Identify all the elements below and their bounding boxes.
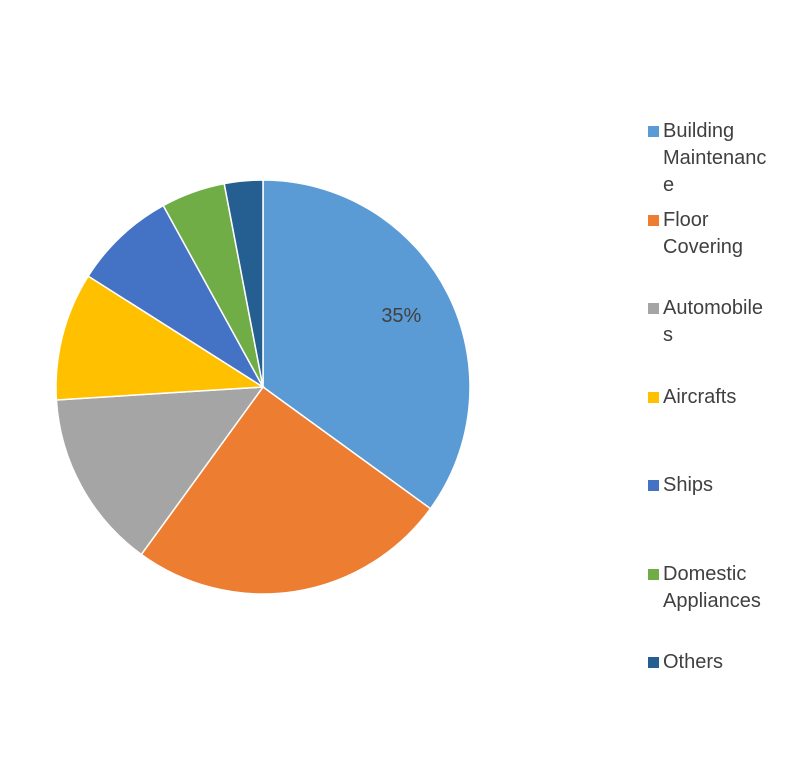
legend-item: Automobiles [648,295,770,349]
legend-item: Domestic Appliances [648,561,770,615]
legend-swatch [648,657,659,668]
pie-slice [140,385,432,595]
legend-item: Others [648,649,770,676]
legend-swatch [648,303,659,314]
pie-slice [87,204,264,388]
legend-item: Building Maintenance [648,118,770,199]
legend-item: Aircrafts [648,384,770,411]
pie-slice [223,179,264,388]
legend-swatch [648,126,659,137]
legend-label: Ships [663,474,714,496]
legend-label: Others [663,651,724,673]
legend-swatch [648,214,659,226]
legend-swatch [648,391,659,403]
legend-swatch [648,568,659,580]
legend-label: Domestic Appliances [663,562,761,612]
legend-label: Floor Covering [663,208,744,258]
legend-label: Automobiles [663,297,764,346]
pie-slice [55,386,265,556]
legend-label: Aircrafts [663,385,737,408]
pie-slice [262,179,471,510]
pie-slice [55,275,266,401]
data-label: 35% [381,305,421,327]
legend-label: Building Maintenance [663,120,767,196]
legend-item: Floor Covering [648,207,770,261]
legend-item: Ships [648,472,770,499]
legend-swatch [648,480,659,491]
